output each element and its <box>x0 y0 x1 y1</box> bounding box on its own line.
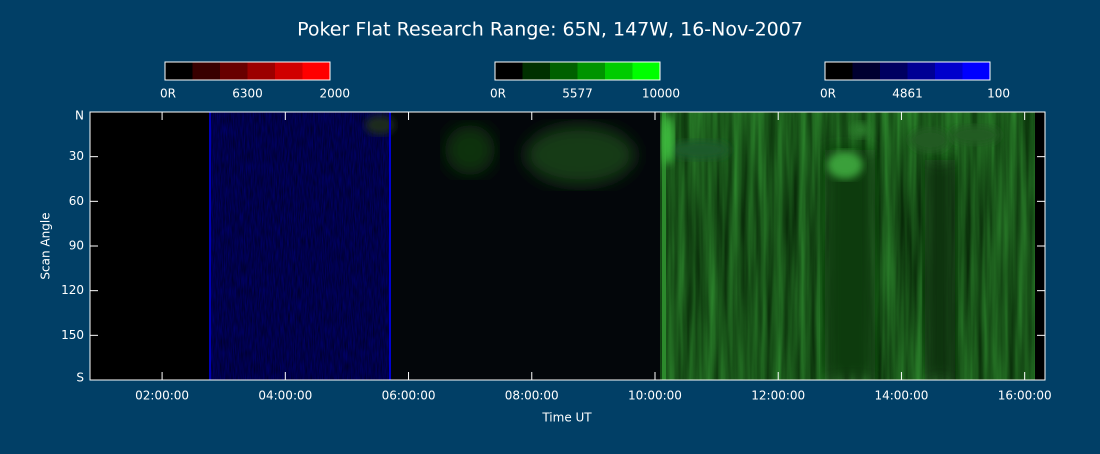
bright-onset <box>662 115 674 165</box>
colorbar-segment <box>495 62 523 80</box>
x-tick-label: 04:00:00 <box>258 389 312 403</box>
colorbar-segment <box>550 62 578 80</box>
y-tick-label: N <box>75 109 84 123</box>
colorbar-segment <box>247 62 276 80</box>
y-axis-label: Scan Angle <box>39 212 53 279</box>
colorbar-segment <box>962 62 991 80</box>
faint-patch <box>445 125 495 175</box>
colorbar-segment <box>605 62 633 80</box>
colorbar-frame <box>164 61 331 81</box>
blue-noise <box>210 112 390 380</box>
chart-title: Poker Flat Research Range: 65N, 147W, 16… <box>297 19 803 41</box>
bright-onset <box>662 112 666 380</box>
colorbar-wavelength: 6300 <box>232 87 263 101</box>
x-tick-label: 08:00:00 <box>505 389 559 403</box>
colorbar-segment <box>275 62 303 80</box>
x-tick-label: 06:00:00 <box>382 389 436 403</box>
x-tick-label: 02:00:00 <box>135 389 189 403</box>
y-tick-label: 30 <box>69 149 84 163</box>
colorbar-min-label: 0R <box>160 87 176 101</box>
x-axis-label: Time UT <box>541 411 592 425</box>
keogram-image <box>90 112 1045 380</box>
green-streak <box>925 160 955 380</box>
aurora-arc <box>850 122 870 138</box>
aurora-arc <box>910 128 950 152</box>
colorbar-frame <box>494 61 661 81</box>
colorbar-frame <box>824 61 991 81</box>
colorbar-max-label: 10000 <box>642 87 680 101</box>
aurora-arc <box>827 151 863 179</box>
colorbar-wavelength: 4861 <box>892 87 923 101</box>
x-tick-label: 12:00:00 <box>751 389 805 403</box>
faint-patch <box>525 125 635 185</box>
colorbar-segment <box>302 62 331 80</box>
colorbar-segment <box>192 62 221 80</box>
colorbar-segment <box>907 62 936 80</box>
colorbar-max-label: 2000 <box>319 87 350 101</box>
x-tick-label: 14:00:00 <box>874 389 928 403</box>
y-tick-label: 90 <box>69 239 84 253</box>
faint-patch <box>365 115 395 135</box>
colorbar-segment <box>880 62 908 80</box>
aurora-arc <box>670 140 730 160</box>
colorbar-segment <box>522 62 551 80</box>
colorbar-segment <box>825 62 853 80</box>
colorbar-segment <box>577 62 606 80</box>
colorbar-segment <box>632 62 661 80</box>
x-tick-label: 10:00:00 <box>628 389 682 403</box>
y-tick-label: S <box>76 371 84 385</box>
colorbar-wavelength: 5577 <box>562 87 593 101</box>
x-tick-label: 16:00:00 <box>998 389 1052 403</box>
colorbar-segment <box>852 62 881 80</box>
colorbars: 0R 6300 2000 0R 5577 10000 0R 4861 100 <box>160 61 1010 101</box>
y-tick-label: 120 <box>61 283 84 297</box>
colorbar-max-label: 100 <box>987 87 1010 101</box>
y-tick-label: 150 <box>61 328 84 342</box>
y-tick-label: 60 <box>69 194 84 208</box>
colorbar-segment <box>165 62 193 80</box>
colorbar-segment <box>935 62 963 80</box>
aurora-arc <box>950 125 1000 145</box>
colorbar-min-label: 0R <box>820 87 836 101</box>
colorbar-segment <box>220 62 248 80</box>
colorbar-min-label: 0R <box>490 87 506 101</box>
green-streak <box>825 150 875 380</box>
